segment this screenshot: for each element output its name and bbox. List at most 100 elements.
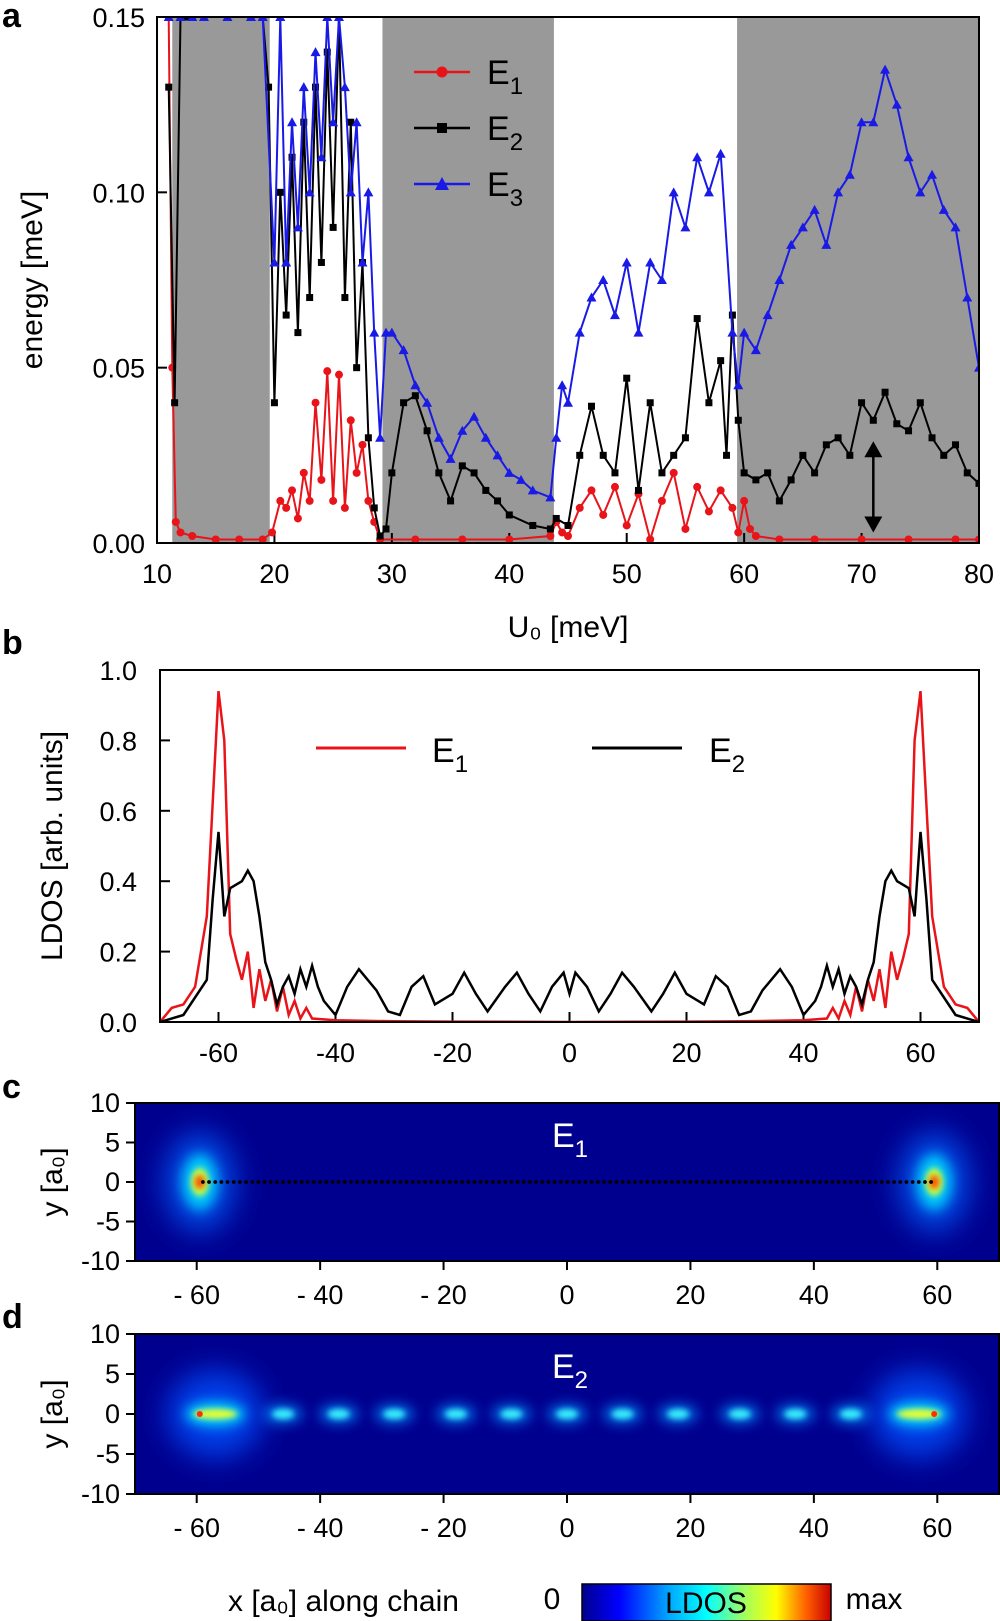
panel-b-xtick-label: -20 — [433, 1038, 472, 1068]
chain-atom — [435, 1180, 440, 1184]
chain-atom — [509, 1180, 514, 1184]
svg-text:E2: E2 — [709, 732, 745, 778]
chain-atom — [207, 1180, 211, 1184]
point-e1 — [335, 370, 344, 379]
chain-atom — [466, 1180, 471, 1184]
ldos-blob — [830, 1404, 871, 1424]
chain-atom — [805, 1180, 810, 1184]
chain-atom — [324, 1180, 329, 1184]
point-e2 — [470, 469, 478, 477]
panel-a-frame — [156, 16, 980, 544]
point-e3 — [750, 345, 761, 355]
panel-a-arrow-annotation — [864, 441, 883, 533]
chain-atom — [447, 1180, 452, 1184]
chain-atom — [540, 1180, 545, 1184]
hotspot-1 — [163, 1132, 236, 1232]
point-e1 — [176, 528, 185, 537]
colorbar-min-label: 0 — [544, 1583, 561, 1616]
legend-b-e2-base: E — [709, 732, 732, 770]
point-e1 — [564, 531, 572, 540]
panel-c-xtick-label: 20 — [675, 1280, 705, 1310]
chain-atom — [756, 1180, 761, 1184]
chain-atom — [725, 1180, 730, 1184]
chain-atom — [602, 1180, 606, 1184]
panel-c-ytick-label: 5 — [105, 1128, 120, 1158]
point-e3 — [891, 99, 902, 109]
ldos-blob — [263, 1404, 304, 1424]
panel-c-title-sub: 1 — [575, 1136, 588, 1163]
panel-a-ytick-label: 0.10 — [92, 178, 145, 208]
panel-a-xtick-label: 80 — [964, 559, 994, 589]
point-e3 — [903, 152, 914, 162]
point-e3 — [645, 257, 656, 267]
chain-atom — [342, 1180, 347, 1184]
point-e3 — [345, 187, 356, 197]
colorbar-max-label: max — [846, 1583, 903, 1616]
point-e3 — [974, 362, 979, 372]
edge-state-2 — [870, 1370, 967, 1458]
point-e2 — [458, 462, 466, 470]
blob-core — [556, 1409, 578, 1419]
point-e3 — [880, 64, 891, 74]
legend-e3-base: E — [487, 166, 510, 204]
point-e3 — [287, 117, 298, 127]
point-e1 — [622, 521, 631, 530]
point-e2 — [599, 451, 607, 459]
point-e2 — [717, 357, 725, 365]
blob-core — [444, 1409, 467, 1419]
chain-atom — [491, 1180, 495, 1184]
point-e3 — [457, 425, 468, 435]
chain-atom — [762, 1180, 767, 1184]
edge-state-1 — [167, 1370, 264, 1458]
point-e2 — [975, 479, 979, 487]
point-e1 — [951, 535, 960, 543]
point-e3 — [375, 432, 386, 442]
chain-atom — [676, 1180, 680, 1184]
point-e3 — [833, 187, 844, 197]
chain-atom — [546, 1180, 551, 1184]
point-e3 — [733, 380, 744, 390]
panel-b-ytick-label: 0.8 — [99, 726, 137, 756]
point-e2 — [546, 525, 554, 533]
colorbar-gradient — [581, 1583, 832, 1621]
point-e3 — [551, 432, 562, 442]
point-e1 — [669, 468, 678, 477]
panel-d-xtick-label: 0 — [559, 1513, 574, 1543]
chain-atom — [737, 1180, 742, 1184]
point-e3 — [656, 275, 667, 284]
point-e2 — [306, 294, 314, 302]
panel-d-ytick-label: 10 — [90, 1319, 120, 1349]
chain-atom — [367, 1180, 372, 1184]
point-e2 — [623, 374, 631, 382]
panel-c-ytick-label: -5 — [96, 1207, 120, 1237]
panel-c-label: c — [2, 1068, 21, 1106]
chain-atom — [281, 1180, 286, 1184]
edge-peak — [196, 1411, 203, 1417]
legend-e1-base: E — [487, 54, 510, 92]
shaded-region-3 — [737, 17, 979, 543]
point-e2 — [940, 451, 948, 459]
point-e1 — [268, 528, 277, 537]
point-e1 — [599, 510, 608, 519]
point-e2 — [182, 17, 190, 21]
point-e1 — [258, 535, 267, 543]
point-e1 — [505, 535, 514, 543]
chain-atom — [904, 1180, 909, 1184]
chain-atom — [923, 1180, 927, 1184]
panel-a-xtick-label: 20 — [259, 559, 289, 589]
chain-atom — [330, 1180, 335, 1184]
panel-a-xtick-label: 50 — [612, 559, 642, 589]
point-e2 — [288, 153, 296, 161]
point-e1 — [329, 496, 338, 505]
legend-b-e1-sub: 1 — [455, 751, 468, 778]
point-e3 — [386, 327, 397, 337]
point-e1 — [235, 535, 244, 543]
panel-b-xtick-label: 60 — [905, 1038, 935, 1068]
point-e1 — [657, 496, 666, 505]
panel-d-ytick-label: 0 — [105, 1399, 120, 1429]
ldos-blob — [491, 1404, 532, 1424]
point-e3 — [574, 327, 585, 337]
panel-a-xlabel: U₀ [meV] — [508, 611, 629, 644]
point-e3 — [821, 239, 832, 249]
